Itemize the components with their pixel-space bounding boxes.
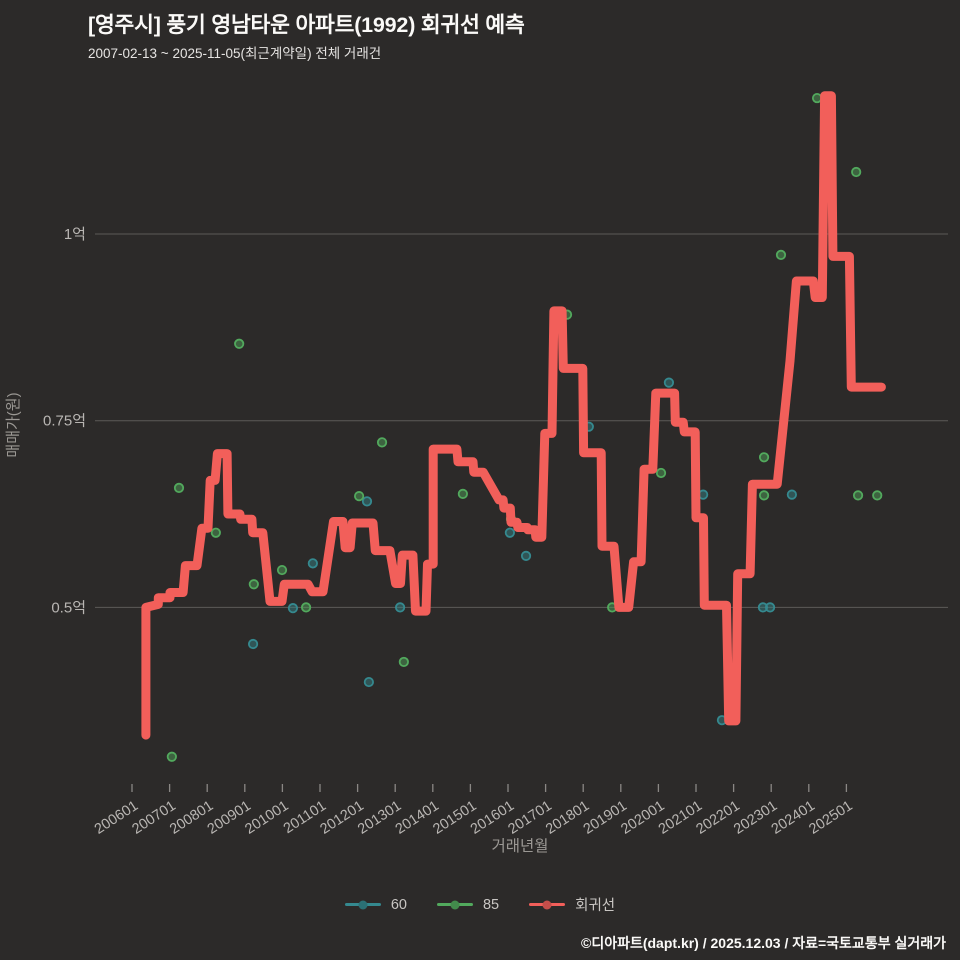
data-point-60 [504, 527, 515, 538]
legend-line-60-icon [344, 900, 381, 909]
y-tick-label: 0.75억 [43, 413, 86, 430]
legend-label-85: 85 [482, 896, 500, 913]
data-point-85 [376, 437, 388, 448]
data-point-85 [276, 564, 288, 576]
data-point-60 [361, 496, 373, 507]
data-point-85 [234, 338, 245, 349]
data-point-85 [248, 579, 259, 590]
legend-label-60: 60 [390, 896, 407, 913]
copyright-footer: ©디아파트(dapt.kr) / 2025.12.03 / 자료=국토교통부 실… [581, 935, 946, 951]
data-point-60 [520, 550, 532, 561]
chart-legend: 60 85 회귀선 [0, 894, 960, 915]
data-point-85 [398, 656, 409, 668]
page-title: [영주시] 풍기 영남타운 아파트(1992) 회귀선 예측 [88, 13, 525, 37]
chart-subtitle: 2007-02-13 ~ 2025-11-05(최근계약일) 전체 거래건 [88, 46, 382, 61]
data-point-85 [872, 490, 883, 501]
legend-item-60[interactable]: 60 [344, 896, 407, 913]
data-point-60 [363, 676, 374, 688]
data-point-85 [354, 491, 365, 502]
legend-item-85[interactable]: 85 [436, 896, 500, 913]
regression-line [141, 91, 886, 740]
data-point-60 [394, 602, 406, 613]
data-point-85 [300, 602, 312, 613]
data-point-85 [457, 488, 468, 499]
x-axis-title: 거래년월 [491, 837, 548, 855]
y-tick-label: 1억 [64, 226, 86, 243]
data-point-85 [210, 527, 221, 538]
x-tick-label: 202501 [806, 798, 855, 838]
data-point-60 [764, 602, 776, 613]
data-point-85 [811, 92, 823, 104]
data-point-60 [757, 602, 769, 613]
x-tick-label: 201001 [242, 798, 291, 838]
legend-line-regression-icon [529, 900, 566, 909]
data-point-85 [173, 482, 185, 494]
data-point-85 [166, 751, 177, 762]
y-tick-label: 0.5억 [51, 599, 86, 616]
data-point-85 [655, 467, 667, 479]
data-point-85 [852, 490, 864, 501]
legend-item-regression[interactable]: 회귀선 [529, 894, 615, 915]
data-point-85 [851, 166, 862, 178]
data-point-60 [287, 603, 299, 614]
legend-label-regression: 회귀선 [575, 898, 616, 914]
y-axis-title: 매매가(원) [5, 392, 22, 457]
data-point-85 [758, 452, 770, 463]
data-point-85 [758, 490, 770, 501]
data-point-60 [786, 489, 797, 500]
data-point-60 [247, 638, 259, 650]
data-point-85 [775, 249, 787, 261]
data-point-60 [663, 377, 675, 388]
legend-line-85-icon [436, 900, 473, 909]
data-point-60 [307, 558, 318, 569]
